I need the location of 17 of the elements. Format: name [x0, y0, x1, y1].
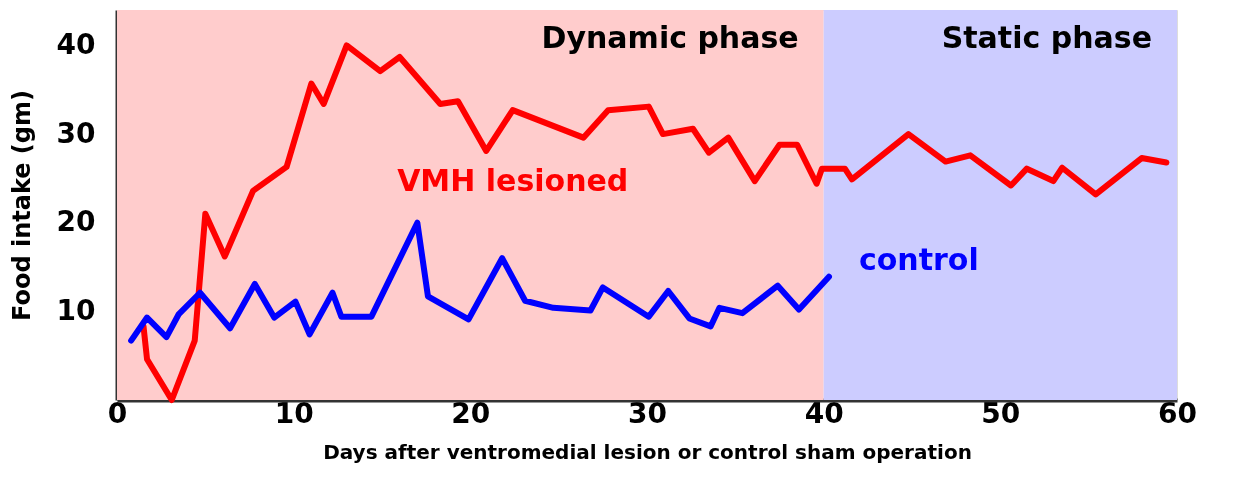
y-tick-label: 20 — [56, 205, 96, 239]
x-tick-label: 20 — [451, 396, 491, 430]
x-tick-label: 30 — [628, 396, 667, 430]
x-tick-label: 0 — [107, 396, 128, 430]
y-tick-label: 30 — [56, 116, 96, 150]
x-tick-label: 10 — [274, 396, 314, 430]
x-tick-label: 60 — [1158, 396, 1197, 430]
band-label: Static phase — [941, 20, 1152, 55]
series-label: control — [858, 241, 979, 277]
x-tick-label: 40 — [804, 396, 844, 430]
x-axis-title: Days after ventromedial lesion or control sham operation — [323, 439, 972, 464]
y-tick-label: 10 — [56, 293, 96, 327]
band-label: Dynamic phase — [541, 20, 799, 55]
y-axis-title: Food intake (gm) — [7, 90, 36, 321]
x-tick-label: 50 — [981, 396, 1021, 430]
y-tick-label: 40 — [56, 27, 96, 61]
series-label: VMH lesioned — [397, 163, 629, 199]
